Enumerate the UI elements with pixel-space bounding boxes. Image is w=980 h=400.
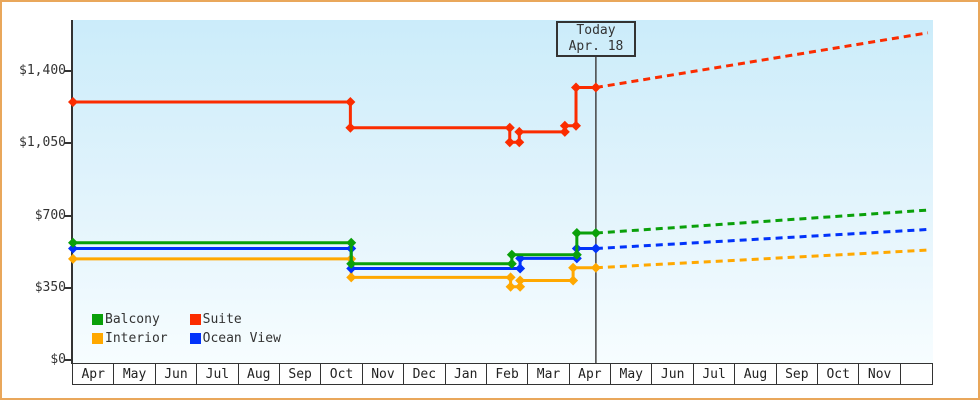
legend-label: Suite — [202, 312, 242, 327]
today-date: Apr. 18 — [568, 39, 624, 54]
data-point-marker-interior — [505, 272, 516, 283]
y-tick-label: $1,050 — [19, 135, 66, 151]
month-label: Apr — [73, 364, 115, 384]
legend-item-ocean-view: Ocean View — [189, 331, 281, 346]
data-point-marker-balcony — [346, 258, 357, 269]
month-label: Aug — [735, 364, 777, 384]
y-axis-labels: $0 $350 $700 $1,050 $1,400 — [0, 0, 72, 400]
y-tick-mark — [64, 286, 72, 289]
data-point-marker-balcony — [590, 228, 601, 239]
data-point-marker-suite — [571, 82, 582, 93]
y-tick-label: $700 — [34, 207, 66, 223]
series-projection-balcony — [595, 208, 931, 235]
legend-swatch-icon — [92, 333, 103, 344]
y-tick-mark — [64, 359, 72, 361]
x-axis-month-row: Apr May Jun Jul Aug Sep Oct Nov Dec Jan Feb Mar Apr M… — [72, 363, 933, 385]
chart-legend: Balcony Suite Interior Ocean View — [92, 312, 281, 346]
data-point-marker-ocean-view — [515, 263, 526, 274]
legend-item-interior: Interior — [92, 331, 168, 346]
month-label: Jul — [197, 364, 239, 384]
month-label: Oct — [321, 364, 363, 384]
month-label: Jun — [156, 364, 198, 384]
data-point-marker-interior — [346, 272, 357, 283]
month-label: Dec — [404, 364, 446, 384]
data-point-marker-balcony — [506, 249, 517, 260]
legend-swatch-icon — [189, 314, 201, 325]
legend-swatch-icon — [92, 314, 103, 325]
y-tick-label: $1,400 — [19, 63, 66, 78]
month-label: Mar — [528, 364, 570, 384]
month-label: Oct — [818, 364, 860, 384]
data-point-marker-suite — [504, 122, 515, 133]
data-point-marker-interior — [568, 262, 579, 273]
chart-plot-area — [72, 20, 933, 363]
y-tick-label: $0 — [50, 352, 66, 367]
data-point-marker-suite — [514, 137, 525, 148]
legend-label: Ocean View — [202, 331, 281, 346]
data-point-marker-interior — [515, 281, 526, 292]
month-label: May — [114, 364, 156, 384]
month-label: Sep — [777, 364, 819, 384]
month-row-filler — [901, 364, 932, 384]
legend-item-suite: Suite — [189, 312, 281, 327]
data-point-marker-suite — [345, 96, 356, 107]
y-axis-line — [71, 20, 73, 364]
data-point-marker-suite — [345, 122, 356, 133]
y-tick-mark — [64, 142, 72, 145]
month-label: Nov — [859, 364, 901, 384]
legend-label: Balcony — [105, 312, 160, 327]
data-point-marker-interior — [590, 262, 601, 273]
y-tick-label: $350 — [34, 279, 66, 295]
legend-label: Interior — [105, 331, 168, 346]
data-point-marker-suite — [504, 137, 515, 148]
legend-swatch-icon — [189, 333, 201, 344]
data-point-marker-balcony — [506, 258, 517, 269]
today-label: Today — [576, 23, 616, 38]
data-point-marker-suite — [559, 120, 570, 131]
series-projection-suite — [595, 31, 929, 89]
legend-item-balcony: Balcony — [92, 312, 168, 327]
data-point-marker-interior — [68, 253, 78, 264]
data-point-marker-ocean-view — [68, 243, 78, 254]
month-label: Jun — [652, 364, 694, 384]
y-tick-mark — [64, 214, 72, 217]
month-label: Nov — [363, 364, 405, 384]
data-point-marker-balcony — [571, 228, 582, 239]
month-label: Feb — [487, 364, 529, 384]
today-marker-box: Today Apr. 18 — [556, 21, 636, 57]
month-label: Aug — [239, 364, 280, 384]
data-point-marker-balcony — [346, 237, 357, 248]
data-point-marker-suite — [514, 126, 525, 137]
data-point-marker-balcony — [68, 237, 78, 248]
data-point-marker-interior — [568, 275, 579, 286]
data-point-marker-interior — [505, 281, 516, 292]
data-point-marker-interior — [515, 275, 526, 286]
data-point-marker-suite — [590, 82, 601, 93]
series-projection-interior — [595, 248, 931, 270]
data-point-marker-suite — [571, 120, 582, 131]
month-label: Apr — [570, 364, 612, 384]
data-point-marker-suite — [68, 96, 78, 107]
data-point-marker-suite — [559, 126, 570, 137]
data-point-marker-balcony — [571, 249, 582, 260]
y-tick-mark — [64, 70, 72, 72]
month-label: May — [611, 364, 653, 384]
month-label: Sep — [280, 364, 322, 384]
month-label: Jul — [694, 364, 736, 384]
series-projection-ocean-view — [595, 227, 931, 251]
month-label: Jan — [446, 364, 487, 384]
data-point-marker-ocean-view — [590, 243, 601, 254]
